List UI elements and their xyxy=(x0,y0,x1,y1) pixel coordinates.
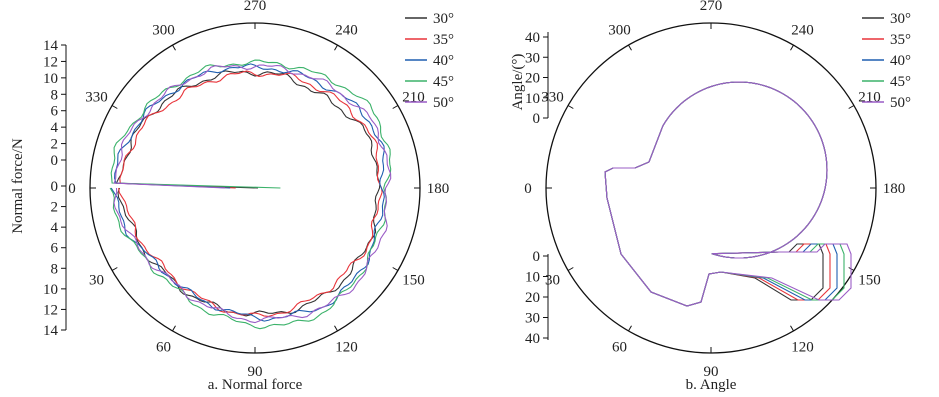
r-axis-tick-label: 10 xyxy=(43,282,58,298)
r-axis-tick-label: 0 xyxy=(533,111,541,127)
angle-tick-label: 300 xyxy=(152,23,175,39)
angle-tick xyxy=(111,105,118,109)
angle-tick-label: 150 xyxy=(402,273,425,289)
angle-tick-label: 0 xyxy=(68,181,76,197)
r-axis-tick-label: 10 xyxy=(525,270,540,286)
r-axis-tick-label: 12 xyxy=(43,54,58,70)
angle-tick xyxy=(334,44,338,51)
angle-tick-label: 90 xyxy=(248,364,263,380)
series-line-50° xyxy=(604,81,852,307)
r-axis-tick-label: 4 xyxy=(51,120,59,136)
series-line-30° xyxy=(115,70,381,317)
angle-tick-label: 60 xyxy=(156,339,171,355)
angle-tick-label: 300 xyxy=(608,23,631,39)
legend-label: 50° xyxy=(433,95,454,111)
r-axis-tick-label: 2 xyxy=(51,137,59,153)
r-axis-tick-label: 4 xyxy=(51,220,59,236)
r-axis-tick-label: 40 xyxy=(525,30,540,46)
r-axis-tick-label: 8 xyxy=(51,87,59,103)
series-line-45° xyxy=(109,59,392,330)
r-axis-tick-label: 6 xyxy=(51,104,59,120)
ylabel-angle: Angle/(°) xyxy=(510,54,526,111)
series-line-35° xyxy=(118,70,383,317)
legend-label: 45° xyxy=(890,74,911,90)
r-axis-tick-label: 0 xyxy=(51,153,59,169)
angle-tick xyxy=(172,325,176,332)
angle-tick-label: 120 xyxy=(791,339,814,355)
angle-tick xyxy=(628,325,632,332)
angle-tick-label: 330 xyxy=(541,90,564,106)
angle-tick-label: 90 xyxy=(704,364,719,380)
angle-tick-label: 150 xyxy=(858,273,881,289)
r-axis-tick-label: 20 xyxy=(525,71,540,87)
angle-tick-label: 30 xyxy=(89,273,104,289)
angle-tick xyxy=(848,105,855,109)
r-axis-tick-label: 14 xyxy=(43,323,59,339)
angle-tick xyxy=(392,105,399,109)
series-line-50° xyxy=(113,64,392,324)
angle-tick xyxy=(334,325,338,332)
r-axis-tick-label: 12 xyxy=(43,302,58,318)
angle-tick-label: 330 xyxy=(85,90,108,106)
r-axis-tick-label: 14 xyxy=(43,38,59,54)
angle-tick-label: 120 xyxy=(335,339,358,355)
angle-tick xyxy=(567,267,574,271)
angle-tick xyxy=(111,267,118,271)
angle-tick-label: 240 xyxy=(335,23,358,39)
r-axis-tick-label: 20 xyxy=(525,290,540,306)
angle-tick-label: 240 xyxy=(791,23,814,39)
angle-tick-label: 30 xyxy=(545,273,560,289)
r-axis-tick-label: 40 xyxy=(525,331,540,347)
legend-label: 30° xyxy=(890,11,911,27)
r-axis-tick-label: 6 xyxy=(51,241,59,257)
r-axis-tick-label: 30 xyxy=(525,311,540,327)
angle-tick-label: 270 xyxy=(244,0,267,14)
caption-b: b. Angle xyxy=(686,377,737,393)
legend-label: 40° xyxy=(890,53,911,69)
ylabel-normal-force: Normal force/N xyxy=(10,138,26,234)
caption-a: a. Normal force xyxy=(208,377,303,393)
r-axis-tick-label: 0 xyxy=(533,249,541,265)
angle-tick xyxy=(392,267,399,271)
legend-label: 30° xyxy=(433,11,454,27)
r-axis-tick-label: 10 xyxy=(43,71,58,87)
angle-tick xyxy=(628,44,632,51)
angle-tick-label: 60 xyxy=(612,339,627,355)
angle-tick xyxy=(790,44,794,51)
angle-tick xyxy=(790,325,794,332)
legend-label: 35° xyxy=(433,32,454,48)
legend-label: 45° xyxy=(433,74,454,90)
angle-tick-label: 180 xyxy=(883,181,906,197)
polar-frame xyxy=(545,22,877,354)
legend-label: 35° xyxy=(890,32,911,48)
angle-tick-label: 0 xyxy=(524,181,532,197)
angle-tick-label: 210 xyxy=(402,90,425,106)
r-axis-tick-label: 2 xyxy=(51,200,59,216)
angle-tick xyxy=(172,44,176,51)
angle-tick-label: 180 xyxy=(427,181,450,197)
r-axis-tick-label: 10 xyxy=(525,91,540,107)
angle-tick-label: 270 xyxy=(700,0,723,14)
r-axis-tick-label: 0 xyxy=(51,179,59,195)
r-axis-tick-label: 8 xyxy=(51,261,59,277)
angle-tick xyxy=(567,105,574,109)
legend-label: 40° xyxy=(433,53,454,69)
legend-label: 50° xyxy=(890,95,911,111)
r-axis-tick-label: 30 xyxy=(525,50,540,66)
angle-tick-label: 210 xyxy=(858,90,881,106)
